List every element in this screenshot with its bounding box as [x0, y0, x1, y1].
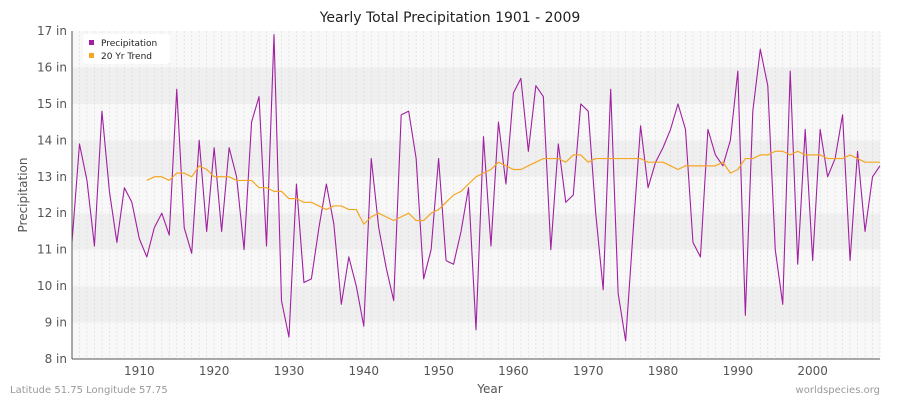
x-tick-label: 1950: [423, 364, 454, 378]
chart-title: Yearly Total Precipitation 1901 - 2009: [319, 10, 581, 26]
legend-swatch-trend: [89, 53, 94, 58]
tick-labels: 8 in 9 in 10 in 11 in 12 in 13 in 14 in 15 in 16…: [37, 24, 828, 378]
y-tick-label: 15 in: [37, 97, 67, 111]
footer-source: worldspecies.org: [796, 385, 880, 396]
precipitation-series-line: [71, 34, 881, 342]
x-tick-label: 1930: [274, 364, 305, 378]
trend-series-line: [146, 150, 880, 225]
y-tick-label: 8 in: [45, 352, 67, 366]
legend: Precipitation 20 Yr Trend: [83, 34, 170, 64]
x-tick-label: 1980: [648, 364, 679, 378]
y-tick-label: 9 in: [45, 316, 67, 330]
legend-label-precipitation: Precipitation: [101, 39, 157, 49]
x-tick-label: 1960: [498, 364, 529, 378]
x-axis-title: Year: [476, 382, 502, 396]
y-tick-label: 12 in: [37, 206, 67, 220]
plot-band: [72, 31, 880, 68]
y-tick-label: 16 in: [37, 60, 67, 74]
y-axis-title: Precipitation: [16, 157, 30, 232]
x-tick-label: 1990: [723, 364, 754, 378]
x-tick-label: 1920: [199, 364, 230, 378]
plot-band: [72, 67, 880, 104]
series-layer: [71, 34, 881, 342]
legend-box: [83, 34, 170, 64]
vertical-gridlines: [71, 31, 881, 359]
x-tick-label: 1970: [573, 364, 604, 378]
y-tick-label: 13 in: [37, 170, 67, 184]
y-tick-label: 17 in: [37, 24, 67, 38]
x-tick-label: 2000: [797, 364, 828, 378]
y-tick-label: 11 in: [37, 243, 67, 257]
x-tick-label: 1910: [124, 364, 155, 378]
legend-label-trend: 20 Yr Trend: [101, 52, 152, 62]
legend-swatch-precipitation: [89, 40, 94, 45]
plot-band: [72, 103, 880, 141]
axes: [71, 31, 880, 360]
y-tick-label: 14 in: [37, 133, 67, 147]
y-tick-label: 10 in: [37, 279, 67, 293]
x-tick-label: 1940: [349, 364, 380, 378]
footer-coordinates: Latitude 51.75 Longitude 57.75: [10, 385, 168, 396]
